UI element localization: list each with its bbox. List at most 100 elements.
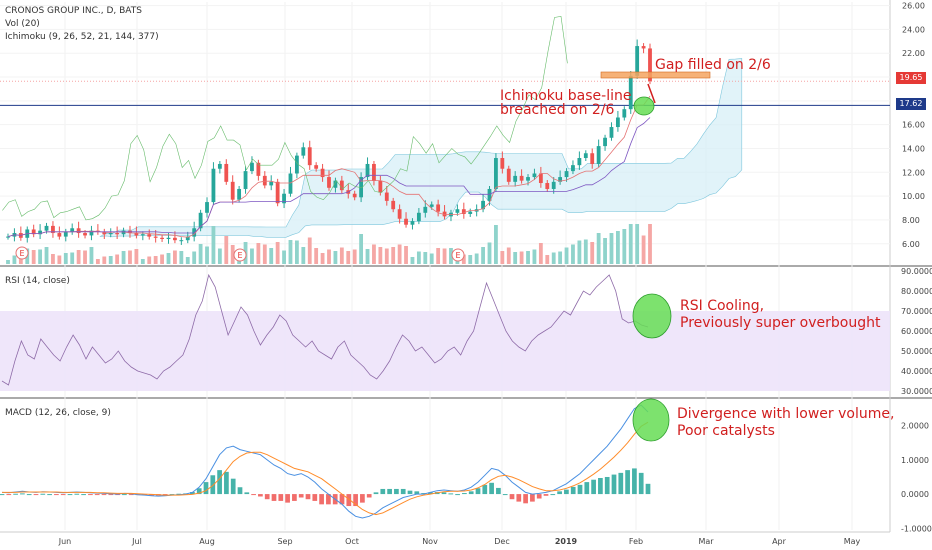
- volume-bar: [596, 233, 601, 264]
- macd-y-tick-label: 0.0000: [901, 490, 929, 499]
- volume-bar: [301, 247, 306, 264]
- candle-body: [609, 127, 614, 138]
- macd-histogram-bar: [319, 494, 324, 505]
- macd-histogram-bar: [407, 490, 413, 495]
- volume-bar: [410, 257, 415, 264]
- candle-body: [63, 231, 68, 237]
- macd-histogram-bar: [509, 494, 515, 500]
- volume-bar: [590, 242, 595, 264]
- macd-histogram-bar: [387, 488, 392, 495]
- x-tick-label: Nov: [422, 537, 438, 546]
- candle-body: [494, 158, 498, 189]
- macd-histogram-bar: [638, 472, 644, 495]
- volume-bar: [166, 253, 171, 264]
- candle-body: [558, 177, 563, 182]
- volume-bar: [140, 259, 145, 264]
- macd-histogram-bar: [482, 484, 488, 495]
- candle-body: [121, 230, 126, 235]
- volume-bar: [256, 243, 261, 264]
- candle-body: [481, 200, 485, 210]
- volume-bar: [551, 252, 556, 264]
- candle-body: [577, 158, 582, 166]
- volume-bar: [314, 248, 319, 264]
- volume-bar: [429, 253, 434, 264]
- volume-bar: [102, 256, 107, 264]
- price-y-tick-label: 8.00: [902, 216, 920, 225]
- rsi-y-tick-label: 90.0000: [901, 267, 932, 276]
- candle-body: [185, 236, 190, 241]
- volume-bar: [108, 256, 113, 264]
- volume-bar: [70, 252, 75, 264]
- x-tick-label: Apr: [772, 537, 787, 546]
- volume-bar: [615, 231, 620, 264]
- candle-body: [83, 233, 87, 236]
- candle-body: [147, 234, 152, 237]
- candle-body: [57, 233, 62, 237]
- volume-bar: [160, 254, 164, 264]
- candle-body: [545, 183, 550, 189]
- x-tick-label: Dec: [494, 537, 509, 546]
- candle-body: [275, 181, 280, 204]
- rsi-y-tick-label: 60.0000: [901, 327, 932, 336]
- candle-body: [583, 153, 588, 159]
- rsi-y-tick-label: 50.0000: [901, 347, 932, 356]
- macd-histogram-bar: [339, 494, 345, 505]
- candle-body: [391, 200, 396, 210]
- candle-body: [314, 165, 319, 169]
- candle-body: [31, 229, 36, 235]
- macd-histogram-bar: [244, 492, 250, 495]
- volume-bar: [481, 247, 485, 264]
- macd-histogram-bar: [584, 482, 590, 495]
- macd-histogram-bar: [0, 494, 5, 496]
- candle-body: [237, 188, 242, 200]
- macd-annotation-line1: Divergence with lower volume,: [677, 406, 895, 422]
- volume-bar: [635, 224, 640, 264]
- rsi-y-tick-label: 30.0000: [901, 387, 932, 396]
- macd-histogram-bar: [292, 494, 297, 501]
- candle-body: [198, 212, 203, 229]
- macd-histogram-bar: [128, 494, 134, 496]
- volume-bar: [83, 250, 87, 264]
- macd-histogram-bar: [611, 474, 617, 495]
- macd-histogram-bar: [54, 494, 59, 496]
- macd-histogram-bar: [305, 494, 311, 500]
- candle-body: [513, 175, 518, 182]
- candle-body: [256, 162, 261, 176]
- volume-bar: [269, 248, 274, 264]
- macd-histogram-bar: [557, 491, 562, 495]
- candle-body: [288, 173, 293, 194]
- candle-body: [269, 181, 274, 186]
- price-y-tick-label: 16.00: [902, 121, 925, 130]
- price-y-tick-label: 14.00: [902, 144, 925, 153]
- macd-histogram-bar: [326, 494, 331, 505]
- candle-body: [294, 155, 299, 174]
- volume-bar: [513, 252, 518, 264]
- candle-body: [89, 230, 94, 236]
- earnings-marker-label: E: [19, 249, 24, 258]
- macd-histogram-bar: [285, 494, 290, 503]
- volume-bar: [339, 247, 344, 264]
- volume-bar: [211, 226, 216, 264]
- volume-bar: [558, 251, 563, 264]
- volume-bar: [128, 250, 132, 264]
- macd-histogram-bar: [564, 489, 569, 495]
- volume-bar: [564, 247, 569, 264]
- volume-bar: [115, 254, 120, 264]
- candle-body: [205, 202, 209, 213]
- volume-bar: [494, 225, 498, 264]
- volume-bar: [31, 250, 36, 264]
- candle-body: [262, 175, 267, 186]
- macd-histogram-bar: [530, 494, 535, 502]
- rsi-y-tick-label: 70.0000: [901, 307, 932, 316]
- candle-body: [333, 180, 338, 188]
- macd-histogram-bar: [455, 494, 460, 496]
- volume-bar: [262, 244, 267, 264]
- macd-histogram-bar: [516, 494, 522, 502]
- candle-body: [282, 193, 286, 204]
- macd-histogram-bar: [196, 488, 202, 495]
- candle-body: [519, 175, 524, 181]
- candle-body: [192, 228, 197, 237]
- macd-histogram-bar: [570, 486, 576, 495]
- macd-histogram-bar: [598, 478, 603, 495]
